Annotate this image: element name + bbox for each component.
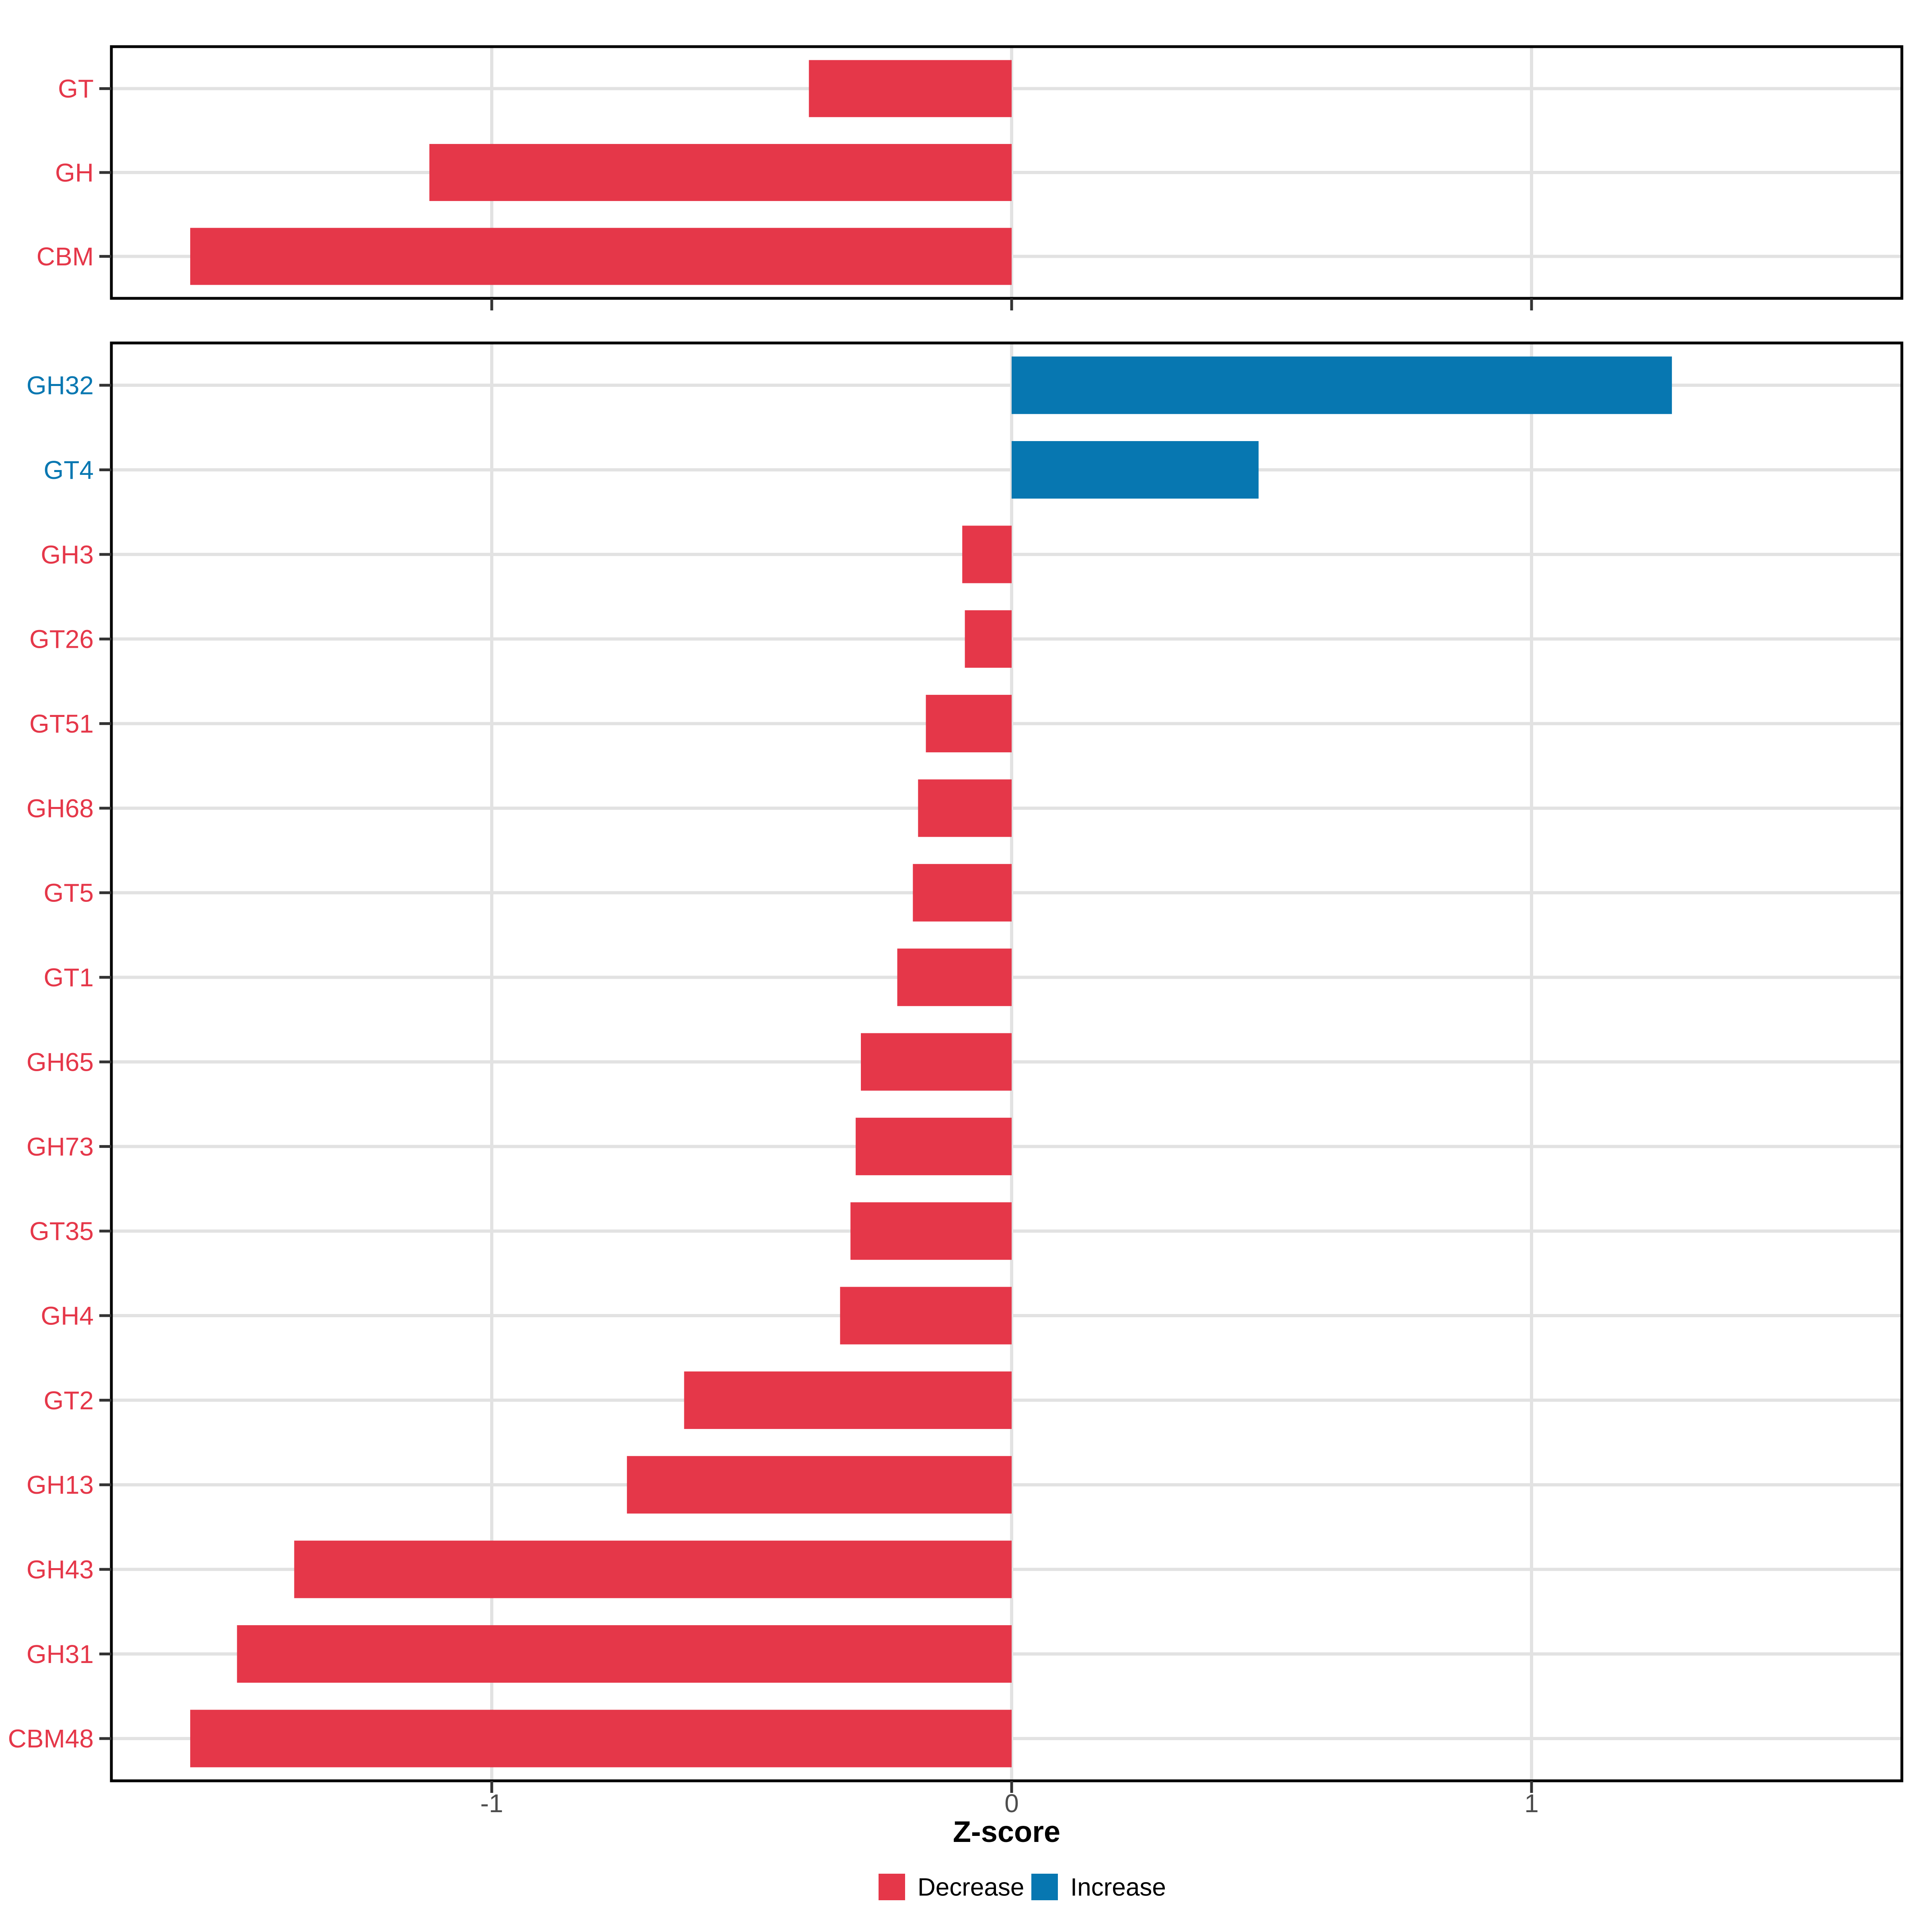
- legend-swatch-increase: [1031, 1874, 1058, 1900]
- bar-GH73: [856, 1117, 1012, 1175]
- category-label-CBM: CBM: [37, 242, 94, 271]
- bar-GT1: [897, 949, 1012, 1006]
- bar-GT: [809, 60, 1012, 117]
- legend-item-increase: Increase: [1031, 1874, 1166, 1901]
- category-label-CBM48: CBM48: [8, 1724, 94, 1753]
- bar-GT35: [850, 1202, 1012, 1260]
- legend: Decrease Increase: [879, 1874, 1166, 1901]
- category-label-GH65: GH65: [27, 1047, 94, 1076]
- category-label-GT2: GT2: [44, 1386, 94, 1415]
- bar-GH43: [294, 1540, 1012, 1598]
- category-label-GH13: GH13: [27, 1470, 94, 1499]
- category-label-GH43: GH43: [27, 1555, 94, 1584]
- category-label-GT26: GT26: [29, 625, 94, 654]
- bar-GH68: [918, 779, 1012, 837]
- bar-CBM48: [190, 1710, 1012, 1768]
- legend-label-increase: Increase: [1070, 1874, 1166, 1901]
- x-tick-label: 1: [1524, 1789, 1539, 1818]
- category-label-GH73: GH73: [27, 1132, 94, 1161]
- bar-GH13: [627, 1456, 1012, 1514]
- category-label-GH31: GH31: [27, 1640, 94, 1669]
- category-label-GT4: GT4: [44, 456, 94, 485]
- category-label-GH32: GH32: [27, 371, 94, 400]
- bar-GH65: [861, 1033, 1012, 1091]
- category-label-GH3: GH3: [41, 540, 94, 569]
- bar-GH4: [840, 1287, 1012, 1345]
- category-label-GH: GH: [55, 158, 94, 187]
- category-label-GT35: GT35: [29, 1217, 94, 1246]
- bar-GT4: [1012, 441, 1259, 499]
- legend-item-decrease: Decrease: [879, 1874, 1024, 1901]
- bar-GH32: [1012, 356, 1672, 414]
- x-tick-label: -1: [480, 1789, 503, 1818]
- panel-cazy-families: GH32 GT4 GH3 GT26 GT51 GH68 GT5 GT1 GH65 GH73 GT35…: [8, 341, 1903, 1793]
- x-tick-label: 0: [1004, 1789, 1019, 1818]
- bar-GT5: [913, 864, 1012, 922]
- category-label-GT51: GT51: [29, 709, 94, 738]
- category-label-GH4: GH4: [41, 1301, 94, 1330]
- legend-swatch-decrease: [879, 1874, 905, 1900]
- category-label-GT: GT: [58, 74, 94, 103]
- bar-GH3: [962, 526, 1012, 583]
- bar-GH: [429, 144, 1012, 201]
- category-label-GT1: GT1: [44, 963, 94, 992]
- bar-GT51: [926, 695, 1012, 753]
- bar-CBM: [190, 228, 1012, 285]
- bar-GT26: [965, 610, 1012, 668]
- legend-label-decrease: Decrease: [918, 1874, 1024, 1901]
- category-label-GH68: GH68: [27, 794, 94, 823]
- category-label-GT5: GT5: [44, 879, 94, 907]
- bar-GH31: [237, 1625, 1012, 1683]
- panel-cazy-classes: GT GH CBM: [37, 45, 1903, 310]
- bar-GT2: [684, 1371, 1012, 1429]
- x-axis-title: Z-score: [953, 1815, 1060, 1848]
